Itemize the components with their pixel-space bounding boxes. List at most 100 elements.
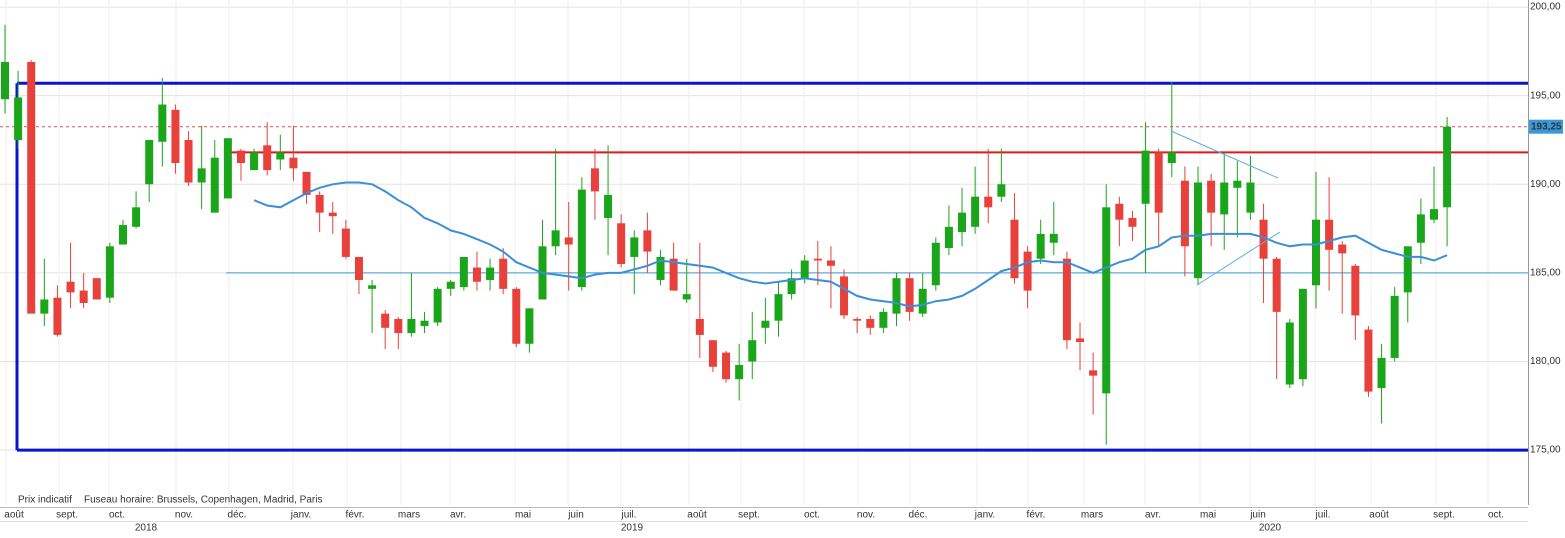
candle-body: [472, 267, 481, 282]
candle-body: [1233, 180, 1242, 188]
candle-body: [223, 138, 232, 199]
axes: 175,00 180,00 185,00 190,00 195,00 200,00 août…: [4, 2, 1563, 534]
candle-body: [1285, 322, 1294, 385]
candle-body: [499, 258, 508, 289]
y-tick-label: 175,00: [1530, 445, 1561, 456]
x-tick-label: sept.: [56, 510, 78, 521]
x-tick-label: août: [687, 510, 707, 521]
candle-body: [105, 246, 114, 298]
x-tick-label: avr.: [1145, 510, 1161, 521]
x-tick-label: mai: [1200, 510, 1216, 521]
moving-average: [253, 181, 1448, 308]
x-tick-label: juin: [567, 510, 584, 521]
x-tick-label: nov.: [175, 510, 193, 521]
candle-body: [630, 237, 639, 257]
candle-body: [236, 150, 245, 164]
candle-body: [931, 242, 940, 286]
x-tick-label: mai: [515, 510, 531, 521]
trend-line: [1170, 130, 1279, 179]
candle-body: [354, 256, 363, 280]
candle-body: [512, 288, 521, 344]
y-tick-label: 190,00: [1530, 179, 1561, 190]
candle-body: [1089, 370, 1098, 376]
candle-body: [66, 281, 75, 293]
candle-body: [918, 288, 927, 314]
candle-body: [381, 313, 390, 328]
candle-body: [905, 278, 914, 312]
candle-body: [1141, 150, 1150, 204]
candle-body: [1194, 182, 1203, 279]
candle-body: [735, 365, 744, 380]
candle-body: [1220, 182, 1229, 215]
candle-body: [1364, 329, 1373, 392]
candle-body: [590, 168, 599, 192]
candle-body: [1036, 233, 1045, 259]
candle-body: [813, 258, 822, 261]
y-tick-label: 200,00: [1530, 2, 1561, 13]
candle-body: [1351, 265, 1360, 316]
candle-body: [748, 340, 757, 362]
candle-body: [1128, 217, 1137, 227]
candle-body: [840, 276, 849, 316]
candle-body: [1062, 258, 1071, 341]
candle-body: [604, 194, 613, 218]
candle-body: [787, 278, 796, 295]
footer-note: Prix indicatif: [18, 495, 72, 506]
x-tick-label: avr.: [450, 510, 466, 521]
candle-body: [1298, 288, 1307, 380]
candle-body: [1443, 126, 1452, 208]
candle-body: [1180, 180, 1189, 247]
x-tick-label: janv.: [974, 510, 995, 521]
candle-body: [971, 196, 980, 227]
candle-body: [459, 256, 468, 288]
candle-body: [486, 267, 495, 280]
candle-body: [853, 318, 862, 321]
x-tick-label: juil.: [620, 510, 636, 521]
candle-body: [1115, 203, 1124, 220]
x-tick-label: févr.: [346, 510, 365, 521]
candle-body: [826, 260, 835, 266]
x-tick-label: mars: [398, 510, 420, 521]
candle-body: [341, 228, 350, 257]
candle-body: [761, 320, 770, 328]
x-tick-label: août: [4, 510, 24, 521]
candle-body: [774, 294, 783, 321]
candle-body: [315, 194, 324, 213]
last-price-label: 193,25: [1531, 121, 1562, 132]
candle-body: [1167, 152, 1176, 164]
x-year-label: 2020: [1259, 523, 1282, 534]
candle-body: [800, 260, 809, 279]
x-tick-label: déc.: [228, 510, 247, 521]
candle-body: [944, 226, 953, 249]
candle-body: [1154, 152, 1163, 213]
candle-body: [53, 297, 62, 335]
x-year-label: 2018: [135, 523, 158, 534]
x-tick-label: sept.: [738, 510, 760, 521]
candle-body: [14, 97, 23, 140]
candle-body: [1338, 244, 1347, 254]
x-tick-label: août: [1369, 510, 1389, 521]
candle-body: [118, 225, 127, 245]
footer-timezone: Fuseau horaire: Brussels, Copenhagen, Ma…: [84, 495, 322, 506]
candle-body: [433, 288, 442, 323]
candle-body: [997, 184, 1006, 197]
candle-body: [1429, 209, 1438, 220]
candle-body: [551, 230, 560, 247]
candle-body: [1246, 182, 1255, 213]
candle-body: [1207, 180, 1216, 213]
candle-body: [1102, 207, 1111, 394]
candle-body: [1312, 219, 1320, 286]
x-tick-label: janv.: [290, 510, 311, 521]
candle-body: [263, 145, 272, 171]
candle-body: [158, 104, 167, 142]
x-tick-label: oct.: [1488, 510, 1504, 521]
candle-body: [984, 196, 993, 208]
x-tick-label: sept.: [1433, 510, 1455, 521]
x-tick-label: nov.: [857, 510, 875, 521]
candle-body: [132, 207, 141, 227]
candle-body: [564, 237, 573, 245]
candle-body: [289, 157, 298, 169]
candle-body: [171, 109, 180, 164]
candle-body: [197, 168, 206, 183]
